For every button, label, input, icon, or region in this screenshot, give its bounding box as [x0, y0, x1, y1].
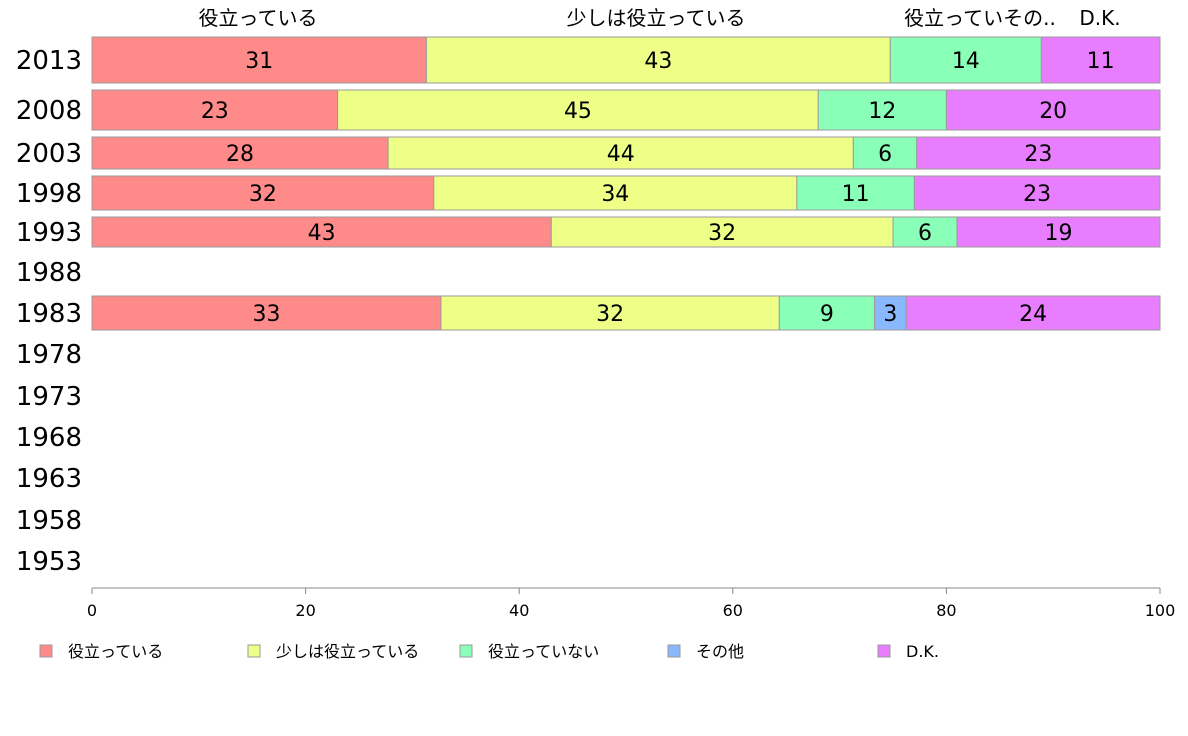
data-label: 9	[820, 302, 834, 327]
data-label: 44	[607, 142, 635, 167]
x-tick-label: 20	[295, 601, 315, 620]
x-tick-label: 100	[1145, 601, 1176, 620]
data-label: 32	[596, 302, 624, 327]
data-label: 43	[644, 49, 672, 74]
data-label: 12	[868, 99, 896, 124]
year-label: 1983	[16, 299, 82, 329]
x-tick-label: 80	[936, 601, 956, 620]
legend-label: その他	[696, 642, 744, 661]
data-label: 6	[918, 221, 932, 246]
data-label: 32	[708, 221, 736, 246]
data-label: 45	[564, 99, 592, 124]
legend-label: 役立っている	[68, 642, 163, 661]
x-tick-label: 40	[509, 601, 529, 620]
legend-swatch	[459, 644, 473, 658]
bar-segment	[916, 136, 1161, 170]
bar-segment	[337, 89, 819, 131]
year-label: 1993	[16, 218, 82, 248]
year-label: 1973	[16, 382, 82, 412]
data-label: 24	[1019, 302, 1047, 327]
top-series-label: 少しは役立っている	[567, 6, 746, 30]
bar-segment	[945, 89, 1161, 131]
data-label: 43	[308, 221, 336, 246]
year-label: 1958	[16, 506, 82, 536]
bar-segment	[1040, 36, 1161, 84]
bar-segment	[905, 295, 1161, 331]
bar-segment	[91, 295, 442, 331]
bar-segment	[91, 36, 427, 84]
data-label: 3	[883, 302, 897, 327]
bar-segment	[387, 136, 854, 170]
legend-swatch	[39, 644, 53, 658]
data-label: 14	[952, 49, 980, 74]
legend-swatch	[877, 644, 891, 658]
year-label: 2013	[16, 46, 82, 76]
year-label: 2008	[16, 96, 82, 126]
year-label: 1963	[16, 464, 82, 494]
top-series-label: D.K.	[1079, 6, 1120, 30]
data-label: 23	[201, 99, 229, 124]
data-label: 11	[1087, 49, 1115, 74]
data-label: 33	[252, 302, 280, 327]
data-label: 34	[601, 182, 629, 207]
legend-label: D.K.	[906, 642, 939, 661]
bar-segment	[433, 175, 798, 211]
year-label: 1988	[16, 258, 82, 288]
year-label: 1953	[16, 547, 82, 577]
data-label: 6	[878, 142, 892, 167]
top-series-label: 役立っていその..	[904, 6, 1056, 30]
bar-segment	[817, 89, 947, 131]
data-label: 32	[249, 182, 277, 207]
data-label: 31	[245, 49, 273, 74]
year-label: 1978	[16, 340, 82, 370]
bar-segment	[550, 216, 894, 248]
bar-segment	[440, 295, 780, 331]
bar-segment	[91, 175, 435, 211]
data-label: 19	[1045, 221, 1073, 246]
legend-swatch	[247, 644, 261, 658]
bar-segment	[956, 216, 1161, 248]
data-label: 23	[1023, 182, 1051, 207]
year-label: 1968	[16, 423, 82, 453]
year-label: 1998	[16, 179, 82, 209]
data-label: 28	[226, 142, 254, 167]
legend-swatch	[667, 644, 681, 658]
top-series-label: 役立っている	[199, 6, 318, 30]
bar-segment	[913, 175, 1161, 211]
data-label: 23	[1024, 142, 1052, 167]
year-label: 2003	[16, 139, 82, 169]
bar-segment	[889, 36, 1042, 84]
data-label: 11	[842, 182, 870, 207]
bar-segment	[91, 136, 389, 170]
bar-segment	[778, 295, 875, 331]
legend-label: 少しは役立っている	[276, 642, 419, 661]
bar-segment	[91, 216, 552, 248]
bar-segment	[91, 89, 339, 131]
bar-segment	[892, 216, 958, 248]
data-label: 20	[1039, 99, 1067, 124]
x-tick-label: 60	[723, 601, 743, 620]
bar-segment	[425, 36, 891, 84]
legend-label: 役立っていない	[488, 642, 599, 661]
x-tick-label: 0	[87, 601, 97, 620]
